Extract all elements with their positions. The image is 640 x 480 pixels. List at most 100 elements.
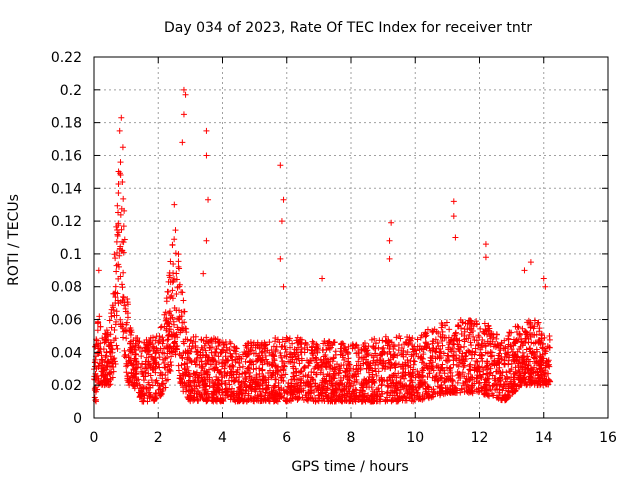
data-point <box>200 396 207 403</box>
data-point <box>415 384 422 391</box>
data-point <box>111 312 118 319</box>
data-point <box>304 373 311 380</box>
data-point <box>456 354 463 361</box>
data-point <box>420 382 427 389</box>
data-point <box>298 341 305 348</box>
data-point <box>150 347 157 354</box>
data-point <box>496 382 503 389</box>
data-point <box>193 361 200 368</box>
data-point <box>122 327 129 334</box>
data-point <box>486 393 493 400</box>
data-point <box>145 379 152 386</box>
data-point <box>115 263 122 270</box>
data-point <box>99 368 106 375</box>
data-point <box>303 392 310 399</box>
data-point <box>180 111 187 118</box>
data-point <box>271 384 278 391</box>
data-point <box>485 322 492 329</box>
data-point <box>180 297 187 304</box>
data-point <box>427 357 434 364</box>
data-point <box>445 334 452 341</box>
data-point <box>455 343 462 350</box>
data-point <box>450 198 457 205</box>
data-point <box>344 365 351 372</box>
data-point <box>171 275 177 282</box>
data-point <box>132 375 139 382</box>
data-point <box>386 374 393 381</box>
data-point <box>242 378 249 385</box>
data-point <box>466 348 473 355</box>
data-point <box>321 398 328 405</box>
data-point <box>102 336 109 343</box>
data-point <box>261 348 268 355</box>
data-point <box>352 392 359 399</box>
data-point <box>280 367 287 374</box>
data-point <box>266 360 273 367</box>
data-point <box>117 159 124 166</box>
data-point <box>247 384 254 391</box>
data-point <box>414 343 421 350</box>
data-point <box>143 385 150 392</box>
data-point <box>203 127 210 134</box>
data-point <box>145 389 152 396</box>
data-point <box>441 379 448 386</box>
data-point <box>117 320 124 327</box>
data-point <box>91 385 98 392</box>
data-point <box>475 332 482 339</box>
data-point <box>469 348 476 355</box>
data-point <box>117 299 124 306</box>
data-point <box>349 398 356 405</box>
data-point <box>178 313 185 320</box>
data-point <box>438 384 445 391</box>
data-point <box>396 390 403 397</box>
data-point <box>401 383 408 390</box>
data-point <box>121 207 128 214</box>
data-point <box>202 347 209 354</box>
data-point <box>115 209 122 216</box>
data-point <box>209 397 216 404</box>
data-point <box>295 395 302 402</box>
data-point <box>157 324 164 331</box>
data-point <box>492 377 499 384</box>
data-point <box>386 345 393 352</box>
data-point <box>172 227 179 234</box>
data-point <box>459 319 466 326</box>
data-point <box>136 381 143 388</box>
data-point <box>192 344 199 351</box>
data-point <box>235 353 242 360</box>
data-point <box>318 382 325 389</box>
data-point <box>139 368 146 375</box>
data-point <box>203 390 210 397</box>
data-point <box>251 398 258 405</box>
data-point <box>245 348 252 355</box>
data-point <box>496 364 503 371</box>
data-point <box>488 352 495 359</box>
data-point <box>470 333 477 340</box>
data-point <box>473 318 480 325</box>
data-point <box>452 234 459 241</box>
data-point <box>452 386 459 393</box>
data-point <box>391 363 398 370</box>
data-point <box>172 351 179 358</box>
data-point <box>497 347 504 354</box>
data-point <box>156 391 163 398</box>
data-point <box>266 349 273 356</box>
data-point <box>113 268 120 275</box>
data-point <box>173 331 180 338</box>
data-point <box>474 388 481 395</box>
data-point <box>179 289 186 296</box>
data-point <box>187 398 194 405</box>
data-point <box>350 382 357 389</box>
data-point <box>289 356 296 363</box>
data-point <box>221 365 228 372</box>
data-point <box>337 397 344 404</box>
data-point <box>501 360 508 367</box>
data-point <box>162 309 169 316</box>
data-point <box>107 339 114 346</box>
data-point <box>155 386 162 393</box>
data-point <box>516 345 523 352</box>
data-point <box>232 356 239 363</box>
data-point <box>167 294 174 301</box>
data-point <box>516 332 523 339</box>
data-point <box>147 372 154 379</box>
